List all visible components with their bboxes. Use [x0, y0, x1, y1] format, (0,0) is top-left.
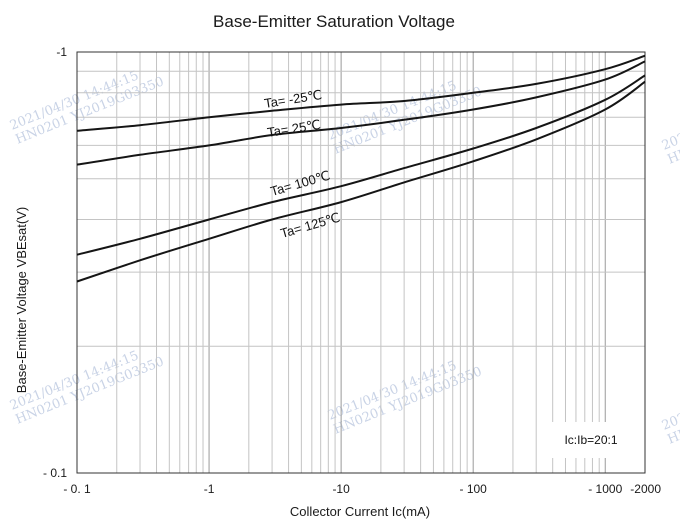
series-line — [76, 60, 646, 166]
y-axis-label: Base-Emitter Voltage VBEsat(V) — [14, 207, 29, 393]
y-tick-label: - 0.1 — [43, 466, 67, 480]
ratio-note: Ic:Ib=20:1 — [564, 433, 617, 447]
watermark-line: 2021/04/30 14:44:15 — [660, 88, 680, 153]
series-line — [76, 80, 646, 283]
ratio-note-box: Ic:Ib=20:1 — [541, 422, 641, 458]
series-line — [76, 74, 646, 256]
y-tick-labels: -1 - 0.1 — [43, 45, 67, 480]
watermark-line: 2021/04/30 14:44:15 — [660, 368, 680, 433]
series-line — [76, 54, 646, 132]
grid — [77, 52, 645, 473]
x-tick-label: -2000 — [630, 482, 661, 496]
series-label: Ta= 25℃ — [266, 117, 322, 140]
x-tick-labels: - 0. 1 -1 -10 - 100 - 1000 -2000 — [63, 482, 661, 496]
chart-title: Base-Emitter Saturation Voltage — [213, 12, 455, 31]
x-tick-label: - 0. 1 — [63, 482, 91, 496]
series-label: Ta= 100℃ — [269, 168, 332, 199]
watermark-line: HN0201 YJ2019G03350 — [665, 374, 680, 447]
x-tick-label: -1 — [204, 482, 215, 496]
plot-frame — [76, 51, 646, 474]
x-tick-label: - 100 — [460, 482, 488, 496]
y-tick-label: -1 — [56, 45, 67, 59]
x-tick-label: - 1000 — [588, 482, 622, 496]
watermark-line: HN0201 YJ2019G03350 — [665, 94, 680, 167]
x-axis-label: Collector Current Ic(mA) — [290, 504, 430, 519]
x-tick-label: -10 — [332, 482, 350, 496]
